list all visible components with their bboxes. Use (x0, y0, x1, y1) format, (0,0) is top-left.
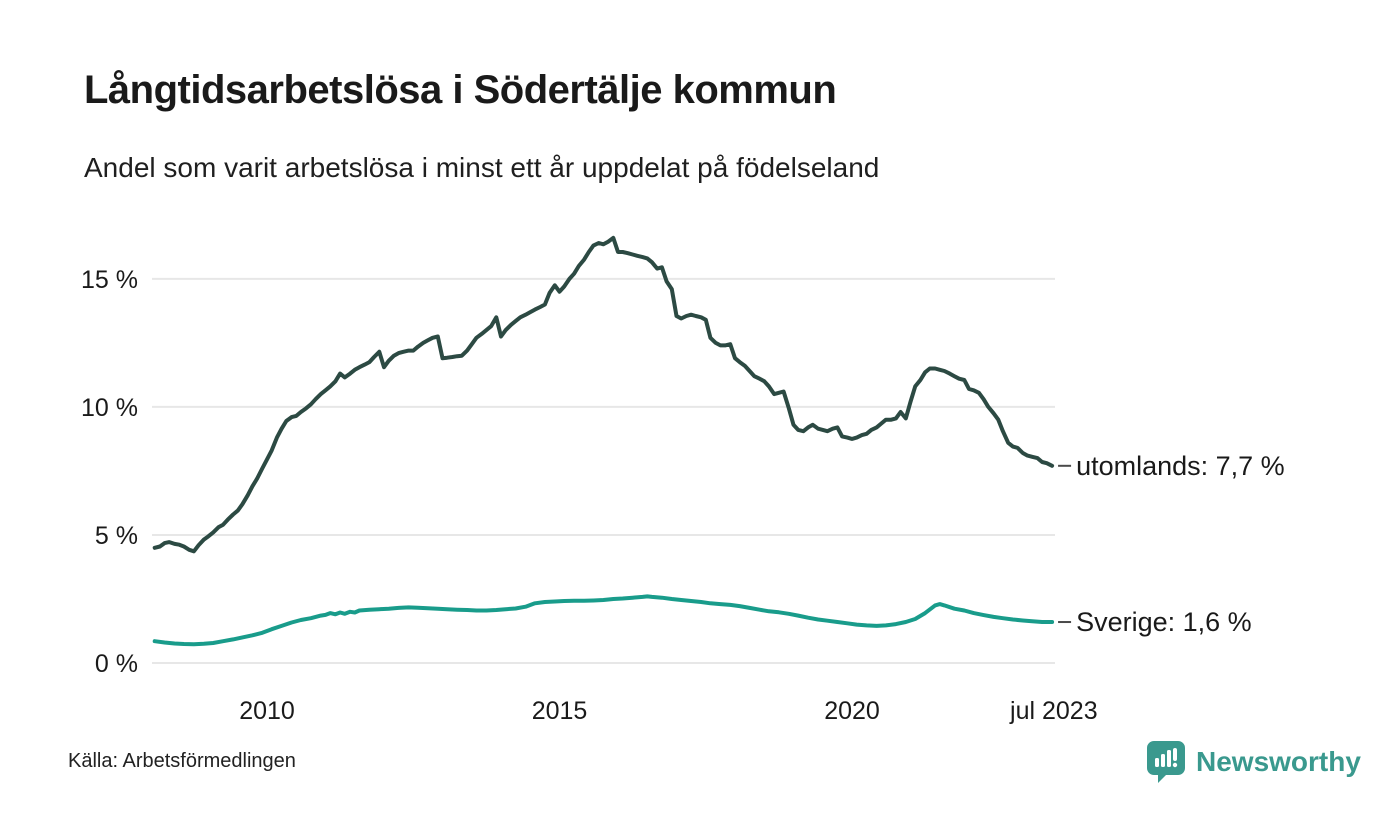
newsworthy-brand: Newsworthy (1146, 740, 1361, 784)
utomlands-end-label: utomlands: 7,7 % (1076, 451, 1285, 481)
page-title: Långtidsarbetslösa i Södertälje kommun (84, 68, 837, 112)
newsworthy-brand-name: Newsworthy (1196, 746, 1361, 777)
page-subtitle: Andel som varit arbetslösa i minst ett å… (84, 152, 880, 183)
newsworthy-logo-icon (1147, 741, 1185, 783)
x-axis-tick-label: jul 2023 (1009, 697, 1098, 725)
utomlands-line (152, 235, 1055, 554)
x-axis: 2010 2015 2020 jul 2023 (239, 697, 1097, 725)
y-axis-tick-label: 0 % (95, 650, 138, 678)
y-axis-tick-label: 5 % (95, 522, 138, 550)
y-axis: 0 % 5 % 10 % 15 % (81, 266, 138, 678)
y-axis-tick-label: 10 % (81, 394, 138, 422)
source-note: Källa: Arbetsförmedlingen (68, 750, 296, 772)
sverige-end-label: Sverige: 1,6 % (1076, 607, 1252, 637)
sverige-line (152, 594, 1055, 647)
y-axis-tick-label: 15 % (81, 266, 138, 294)
x-axis-tick-label: 2015 (532, 697, 588, 725)
gridlines (152, 277, 1055, 664)
x-axis-tick-label: 2020 (824, 697, 880, 725)
x-axis-tick-label: 2010 (239, 697, 295, 725)
